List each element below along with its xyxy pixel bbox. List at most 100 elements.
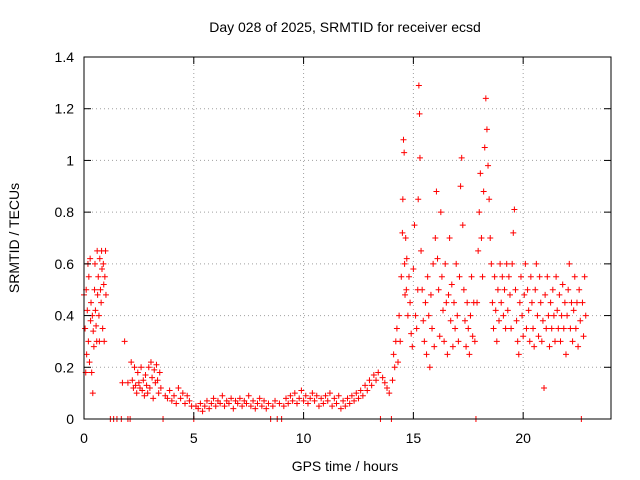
data-point xyxy=(285,400,292,407)
data-point xyxy=(434,255,441,262)
data-point xyxy=(217,400,224,407)
data-point xyxy=(524,286,531,293)
data-point xyxy=(393,325,400,332)
x-tick-labels: 0 5 10 15 20 xyxy=(80,430,531,446)
data-point xyxy=(395,359,402,366)
data-point xyxy=(445,291,452,298)
data-point xyxy=(157,384,164,391)
data-point xyxy=(254,400,261,407)
data-point xyxy=(404,312,411,319)
data-point xyxy=(486,196,493,203)
data-point xyxy=(391,364,398,371)
data-point xyxy=(504,307,511,314)
data-point xyxy=(344,395,351,402)
data-point xyxy=(147,359,154,366)
data-point xyxy=(401,260,408,267)
data-point xyxy=(506,291,513,298)
chart-title: Day 028 of 2025, SRMTID for receiver ecs… xyxy=(209,19,481,35)
data-point xyxy=(511,206,518,213)
data-point xyxy=(97,286,104,293)
data-point xyxy=(452,325,459,332)
data-point xyxy=(389,377,396,384)
data-point xyxy=(401,149,408,156)
data-point xyxy=(168,397,175,404)
data-point xyxy=(399,229,406,236)
data-point xyxy=(399,196,406,203)
data-point xyxy=(228,395,235,402)
y-tick-label: 0.4 xyxy=(55,308,75,324)
data-point xyxy=(475,247,482,254)
data-point xyxy=(564,312,571,319)
data-point xyxy=(571,273,578,280)
data-point xyxy=(139,387,146,394)
data-point xyxy=(522,260,529,267)
data-point xyxy=(575,343,582,350)
data-point xyxy=(500,312,507,319)
data-point xyxy=(579,299,586,306)
data-point xyxy=(87,317,94,324)
data-point xyxy=(535,333,542,340)
data-point xyxy=(483,126,490,133)
data-point xyxy=(476,209,483,216)
data-point xyxy=(390,351,397,358)
data-points xyxy=(81,82,589,422)
x-tick-label: 0 xyxy=(80,430,88,446)
y-tick-label: 0.6 xyxy=(55,256,75,272)
data-point xyxy=(324,397,331,404)
data-point xyxy=(576,286,583,293)
data-point xyxy=(335,392,342,399)
data-point xyxy=(90,343,97,350)
data-point xyxy=(485,162,492,169)
data-point xyxy=(132,382,139,389)
data-point xyxy=(407,299,414,306)
data-point xyxy=(520,333,527,340)
y-tick-label: 0 xyxy=(66,411,74,427)
data-point xyxy=(412,312,419,319)
data-point xyxy=(197,400,204,407)
data-point xyxy=(329,403,336,410)
data-point xyxy=(458,154,465,161)
data-point xyxy=(184,392,191,399)
data-point xyxy=(298,387,305,394)
data-point xyxy=(567,325,574,332)
data-point xyxy=(156,369,163,376)
data-point xyxy=(573,299,580,306)
data-point xyxy=(537,299,544,306)
data-point xyxy=(90,328,97,335)
data-point xyxy=(410,266,417,273)
data-point xyxy=(557,338,564,345)
data-point xyxy=(134,369,141,376)
data-point xyxy=(100,260,107,267)
data-point xyxy=(542,291,549,298)
data-point xyxy=(523,325,530,332)
data-point xyxy=(119,379,126,386)
data-point xyxy=(478,235,485,241)
data-point xyxy=(302,392,309,399)
data-point xyxy=(135,379,142,386)
data-point xyxy=(505,273,512,280)
data-point xyxy=(519,312,526,319)
data-point xyxy=(121,338,128,345)
data-point xyxy=(441,338,448,345)
data-point xyxy=(91,286,98,293)
data-point xyxy=(89,390,96,397)
data-point xyxy=(261,397,268,404)
data-point xyxy=(88,369,95,376)
data-point xyxy=(416,110,423,117)
data-point xyxy=(469,333,476,340)
data-point xyxy=(210,395,217,402)
data-point xyxy=(359,392,366,399)
data-point xyxy=(554,307,561,314)
data-point xyxy=(384,384,391,391)
data-point xyxy=(280,403,287,410)
data-point xyxy=(517,273,524,280)
data-point xyxy=(528,299,535,306)
data-point xyxy=(541,384,548,391)
data-point xyxy=(581,273,588,280)
data-point xyxy=(493,338,500,345)
data-point xyxy=(99,266,106,273)
data-point xyxy=(234,400,241,407)
data-point xyxy=(203,397,210,404)
data-point xyxy=(293,400,300,407)
data-point xyxy=(455,338,462,345)
